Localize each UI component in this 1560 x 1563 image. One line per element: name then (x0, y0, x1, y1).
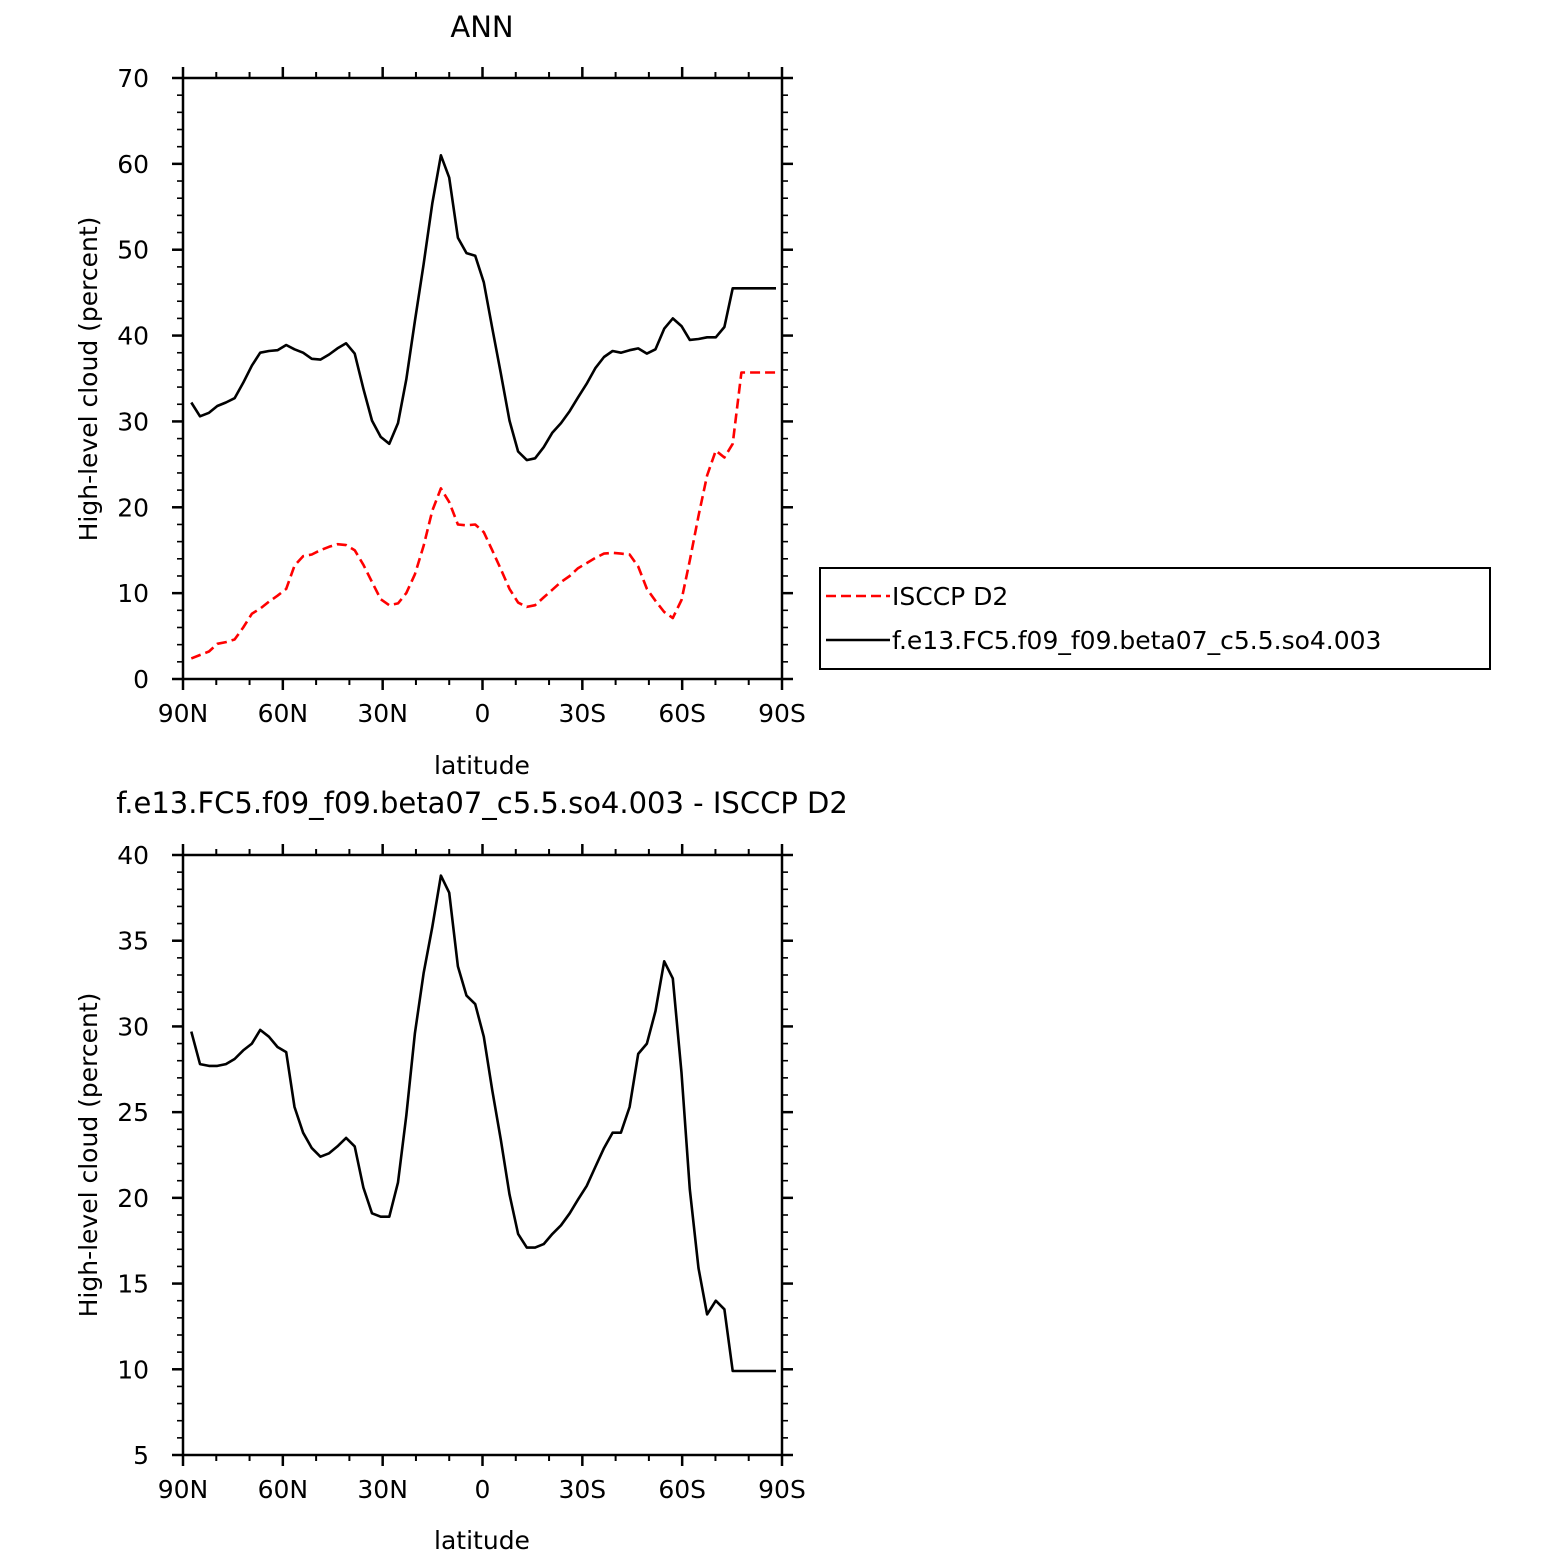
legend-label-model: f.e13.FC5.f09_f09.beta07_c5.5.so4.003 (892, 626, 1381, 655)
x-tick-label: 60S (658, 699, 706, 728)
y-axis-label: High-level cloud (percent) (74, 993, 103, 1318)
series-line-model (190, 874, 776, 1373)
x-tick-label: 30S (558, 1475, 606, 1504)
y-tick-label: 10 (117, 579, 149, 608)
y-tick-label: 20 (117, 1184, 149, 1213)
plot-frame (181, 853, 784, 1457)
series-line-model (190, 154, 776, 462)
y-tick-label: 0 (133, 665, 149, 694)
y-tick-label: 40 (117, 841, 149, 870)
y-tick-label: 5 (133, 1441, 149, 1470)
y-tick-label: 25 (117, 1098, 149, 1127)
x-tick-label: 0 (475, 699, 491, 728)
y-tick-label: 70 (117, 64, 149, 93)
y-tick-label: 10 (117, 1355, 149, 1384)
y-tick-label: 50 (117, 236, 149, 265)
series-line-isccp-d2 (190, 371, 776, 660)
y-tick-label: 40 (117, 322, 149, 351)
y-tick-label: 15 (117, 1270, 149, 1299)
annual-zonal-mean-panel: ANN 90N 60N 30N 0 30S 60S 90S 0 10 20 30 40 50 60 70 l… (74, 10, 1491, 780)
axis-ticks (172, 844, 793, 1466)
x-tick-label: 0 (475, 1475, 491, 1504)
series-lines (190, 874, 776, 1373)
series-lines (190, 154, 776, 660)
x-tick-label: 90S (758, 1475, 806, 1504)
difference-panel: f.e13.FC5.f09_f09.beta07_c5.5.so4.003 - … (74, 786, 848, 1555)
x-tick-label: 60N (258, 1475, 309, 1504)
tick-labels: 90N 60N 30N 0 30S 60S 90S 5 10 15 20 25 30 35 40 (117, 841, 806, 1504)
x-tick-label: 90S (758, 699, 806, 728)
y-tick-label: 35 (117, 927, 149, 956)
axis-ticks (172, 67, 793, 690)
x-tick-label: 30N (357, 1475, 408, 1504)
y-tick-label: 20 (117, 493, 149, 522)
y-tick-label: 30 (117, 407, 149, 436)
x-axis-label: latitude (434, 751, 530, 780)
legend-label-isccp: ISCCP D2 (892, 582, 1008, 611)
x-tick-label: 90N (158, 1475, 209, 1504)
x-tick-label: 30N (357, 699, 408, 728)
x-tick-label: 60N (258, 699, 309, 728)
y-axis-label: High-level cloud (percent) (74, 217, 103, 542)
x-tick-label: 60S (658, 1475, 706, 1504)
x-tick-label: 90N (158, 699, 209, 728)
x-tick-label: 30S (558, 699, 606, 728)
chart-title: ANN (450, 10, 513, 44)
x-axis-label: latitude (434, 1526, 530, 1555)
tick-labels: 90N 60N 30N 0 30S 60S 90S 0 10 20 30 40 50 60 70 (117, 64, 806, 728)
legend-box (819, 567, 1491, 670)
y-tick-label: 30 (117, 1012, 149, 1041)
y-tick-label: 60 (117, 150, 149, 179)
legend: ISCCP D2 f.e13.FC5.f09_f09.beta07_c5.5.s… (819, 567, 1491, 670)
plot-frame (181, 76, 784, 681)
chart-title: f.e13.FC5.f09_f09.beta07_c5.5.so4.003 - … (116, 786, 848, 820)
